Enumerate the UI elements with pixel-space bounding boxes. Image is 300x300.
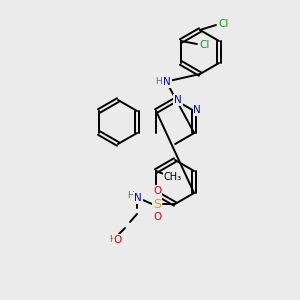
- Text: Cl: Cl: [200, 40, 210, 50]
- Text: H: H: [128, 191, 134, 200]
- Text: O: O: [153, 212, 161, 222]
- Text: N: N: [193, 105, 201, 115]
- Text: N: N: [163, 77, 171, 87]
- Text: Cl: Cl: [219, 19, 229, 29]
- Text: O: O: [114, 235, 122, 245]
- Text: O: O: [153, 186, 161, 196]
- Text: S: S: [153, 197, 161, 211]
- Text: N: N: [174, 95, 182, 105]
- Text: N: N: [134, 193, 142, 203]
- Text: CH₃: CH₃: [164, 172, 182, 182]
- Text: H: H: [156, 76, 162, 85]
- Text: H: H: [109, 236, 116, 244]
